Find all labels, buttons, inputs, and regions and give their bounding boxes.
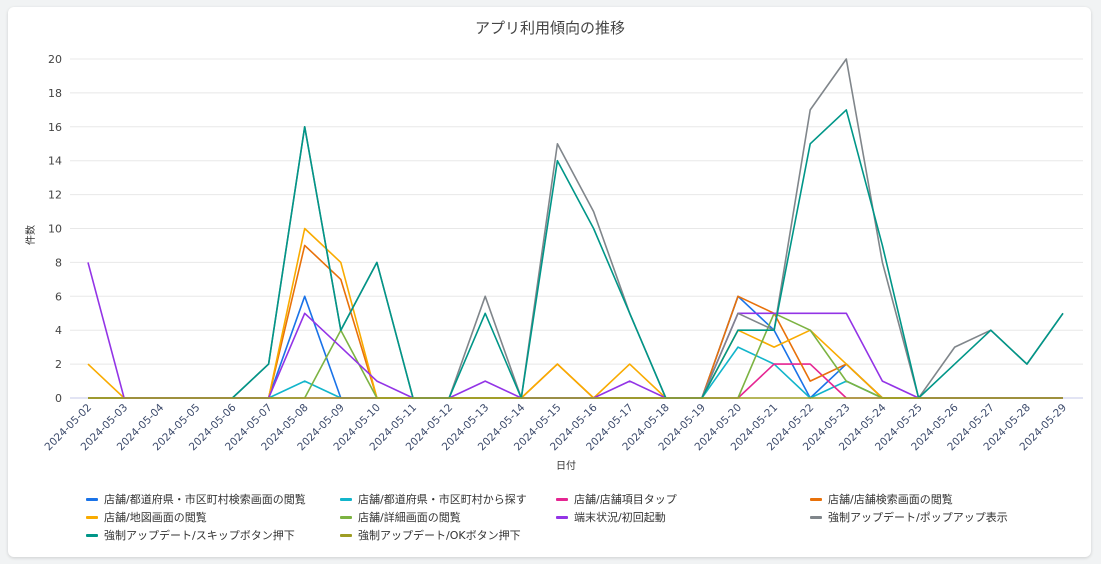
legend-label: 端末状況/初回起動 <box>574 511 666 524</box>
legend-item[interactable]: 店舗/店舗項目タップ <box>556 491 810 507</box>
legend-swatch <box>86 515 98 519</box>
line-chart: アプリ利用傾向の推移 件数 日付 024681012141618202024-0… <box>24 19 1083 472</box>
legend-swatch <box>810 515 822 519</box>
legend-label: 店舗/店舗項目タップ <box>574 493 677 506</box>
legend-swatch <box>86 533 98 537</box>
chart-card: アプリ利用傾向の推移 件数 日付 0 2 4 6 8 10 12 14 16 18 20 2024-0… <box>8 7 1091 557</box>
legend-swatch <box>556 497 568 501</box>
legend-label: 店舗/詳細画面の閲覧 <box>358 511 461 524</box>
legend-swatch <box>340 533 352 537</box>
legend-label: 店舗/地図画面の閲覧 <box>104 511 207 524</box>
legend-label: 強制アップデート/OKボタン押下 <box>358 529 521 542</box>
legend-item[interactable]: 強制アップデート/OKボタン押下 <box>340 527 556 543</box>
legend-label: 店舗/都道府県・市区町村検索画面の閲覧 <box>104 493 306 506</box>
y-tick-label: 16 <box>48 121 62 134</box>
series-line-4 <box>87 227 1063 399</box>
chart-title: アプリ利用傾向の推移 <box>475 19 625 37</box>
legend-swatch <box>86 497 98 501</box>
y-tick-label: 14 <box>48 155 62 168</box>
legend: 店舗/都道府県・市区町村検索画面の閲覧 店舗/都道府県・市区町村から探す 店舗/店舗… <box>86 491 1086 543</box>
legend-item[interactable]: 店舗/店舗検索画面の閲覧 <box>810 491 1070 507</box>
series-line-5 <box>88 312 1063 399</box>
y-tick-label: 12 <box>48 189 62 202</box>
series-line-0 <box>88 295 1063 399</box>
legend-item[interactable]: 強制アップデート/ポップアップ表示 <box>810 509 1070 525</box>
legend-label: 強制アップデート/スキップボタン押下 <box>104 529 295 542</box>
legend-swatch <box>340 515 352 519</box>
y-tick-label: 4 <box>55 324 62 337</box>
legend-swatch <box>340 497 352 501</box>
legend-item[interactable]: 店舗/地図画面の閲覧 <box>86 509 340 525</box>
legend-swatch <box>810 497 822 501</box>
legend-item[interactable]: 店舗/都道府県・市区町村検索画面の閲覧 <box>86 491 340 507</box>
y-tick-label: 8 <box>55 256 62 269</box>
legend-item[interactable]: 店舗/都道府県・市区町村から探す <box>340 491 556 507</box>
legend-label: 店舗/都道府県・市区町村から探す <box>358 493 527 506</box>
legend-label: 強制アップデート/ポップアップ表示 <box>828 511 1008 524</box>
legend-swatch <box>556 515 568 519</box>
legend-item[interactable]: 店舗/詳細画面の閲覧 <box>340 509 556 525</box>
y-tick-label: 0 <box>55 392 62 405</box>
y-tick-label: 18 <box>48 87 62 100</box>
y-tick-label: 20 <box>48 53 62 66</box>
x-axis-label: 日付 <box>556 459 576 472</box>
series-line-8 <box>231 109 1064 399</box>
y-tick-label: 6 <box>55 290 62 303</box>
legend-label: 店舗/店舗検索画面の閲覧 <box>828 493 953 506</box>
y-tick-label: 10 <box>48 223 62 236</box>
series-line-3 <box>88 244 1063 399</box>
legend-item[interactable]: 端末状況/初回起動 <box>556 509 810 525</box>
legend-item[interactable]: 強制アップデート/スキップボタン押下 <box>86 527 340 543</box>
y-tick-label: 2 <box>55 358 62 371</box>
y-axis-label: 件数 <box>24 225 37 245</box>
